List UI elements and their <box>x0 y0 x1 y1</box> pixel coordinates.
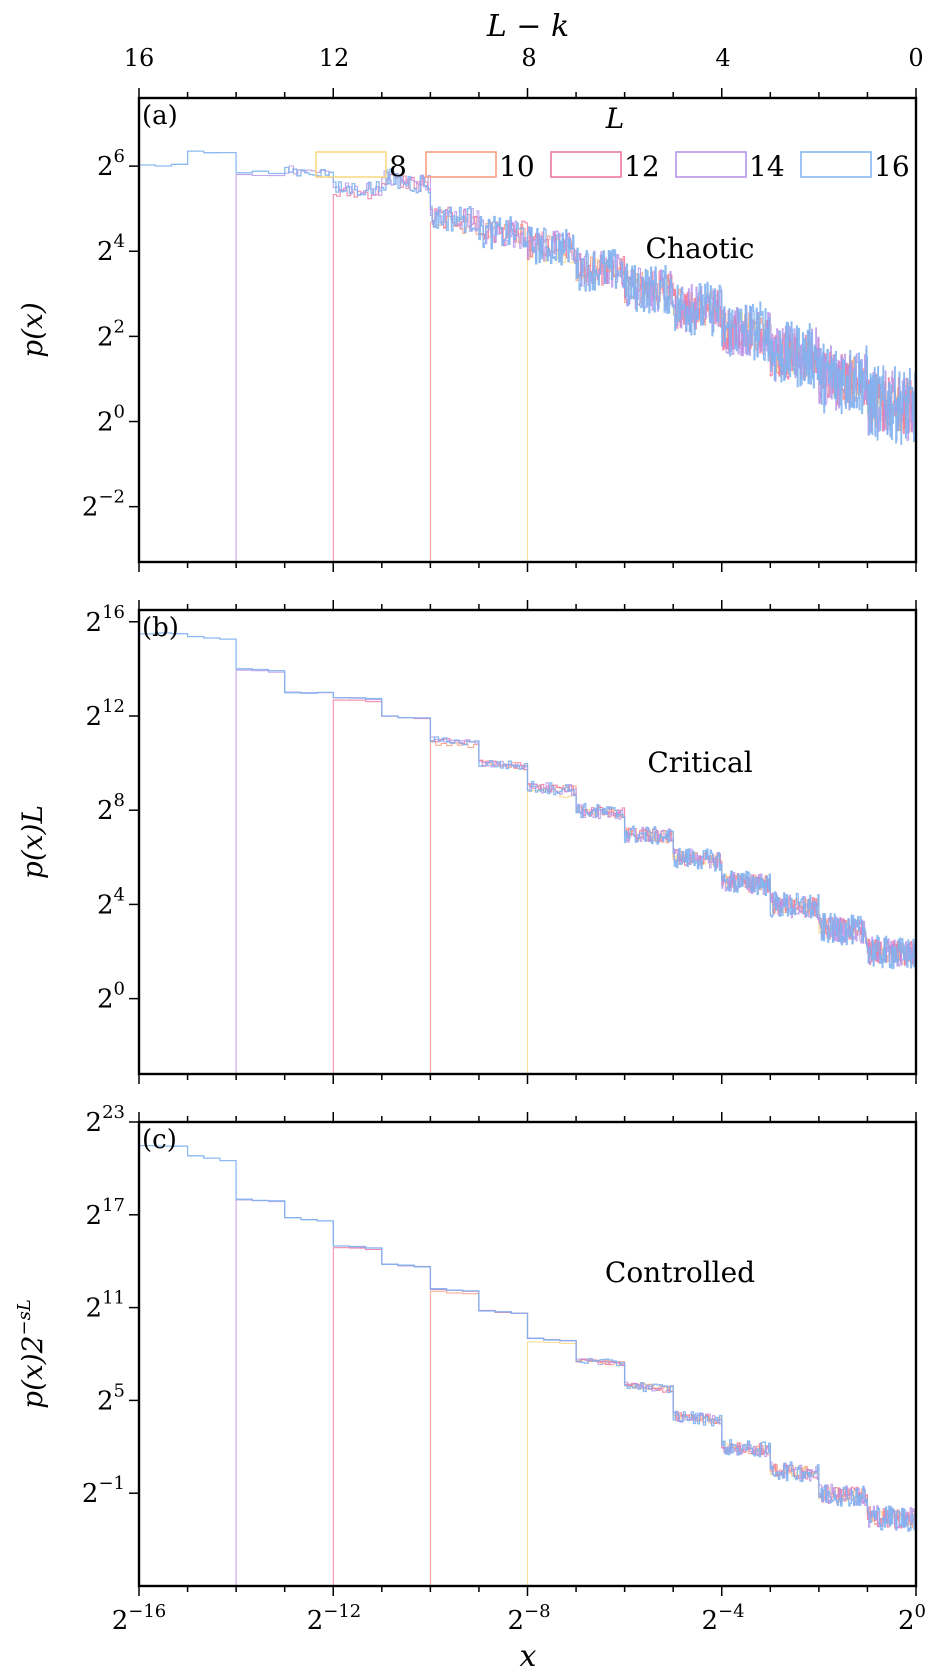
bottom-axis-label: x <box>520 1639 537 1672</box>
series-line-l-10 <box>429 1290 916 1586</box>
series-line-l-14 <box>235 165 916 562</box>
y-tick-label: 212 <box>86 696 125 732</box>
bottom-axis-tick-labels: 2−16 2−12 2−8 2−4 20 <box>112 1601 926 1636</box>
legend: L 8 10 12 14 16 <box>315 102 910 183</box>
y-tick-label: 20 <box>97 402 125 438</box>
y-axis-label: p(x)L <box>16 805 49 879</box>
series-line-l-14 <box>235 1199 916 1586</box>
top-axis-label: L − k <box>486 9 569 44</box>
panels: 26 24 22 20 2−2 (a) Chaotic p(x) 216 212 28 24 20 (b)… <box>14 88 918 1596</box>
bottom-tick-label: 2−16 <box>112 1601 167 1636</box>
plot-area <box>139 1144 916 1586</box>
panel-label: (a) <box>142 101 178 131</box>
bottom-tick-label: 2−12 <box>307 1601 362 1636</box>
y-tick-label: 28 <box>97 790 125 826</box>
top-tick-label: 12 <box>319 44 350 72</box>
legend-entry-12: 12 <box>624 150 660 183</box>
y-axis-label: p(x) <box>16 302 49 358</box>
y-axis-label: p(x)2−sL <box>14 1299 49 1409</box>
legend-swatch-12 <box>550 151 622 178</box>
legend-entry-16: 16 <box>874 150 910 183</box>
series-line-l-16 <box>139 150 916 562</box>
top-tick-label: 0 <box>908 44 923 72</box>
bottom-tick-label: 2−4 <box>701 1601 744 1636</box>
panel-c: 223 217 211 25 2−1 (c) Controlled p(x)2−sL <box>14 1102 918 1596</box>
series-line-l-12 <box>332 699 916 1074</box>
y-tick-label: 26 <box>97 146 125 182</box>
y-tick-label: 211 <box>86 1288 125 1324</box>
bottom-tick-label: 20 <box>898 1601 926 1636</box>
y-tick-label: 25 <box>97 1380 125 1416</box>
series-line-l-8 <box>526 1341 916 1586</box>
y-tick-label: 24 <box>97 884 125 920</box>
plot-area <box>139 150 916 562</box>
y-tick-label: 22 <box>97 316 125 352</box>
legend-swatch-8 <box>315 151 387 178</box>
panel-annotation: Critical <box>647 746 752 779</box>
legend-entry-10: 10 <box>499 150 535 183</box>
panel-label: (c) <box>142 1125 177 1155</box>
y-tick-label: 223 <box>86 1102 125 1138</box>
y-tick-label: 217 <box>86 1195 125 1231</box>
top-tick-label: 16 <box>124 44 155 72</box>
legend-swatch-16 <box>800 151 872 178</box>
y-tick-label: 2−1 <box>82 1473 125 1509</box>
panel-label: (b) <box>142 613 179 643</box>
plot-area <box>139 632 916 1074</box>
series-line-l-10 <box>429 215 916 562</box>
y-tick-label: 2−2 <box>82 487 125 523</box>
legend-entry-14: 14 <box>749 150 785 183</box>
legend-title: L <box>605 102 625 135</box>
series-line-l-16 <box>139 632 916 1074</box>
y-tick-label: 20 <box>97 979 125 1015</box>
panel-annotation: Controlled <box>605 1256 755 1289</box>
top-axis-tick-labels: 16 12 8 4 0 <box>124 44 924 72</box>
y-tick-label: 24 <box>97 231 125 267</box>
legend-entry-8: 8 <box>389 150 407 183</box>
series-line-l-16 <box>139 1144 916 1586</box>
legend-swatch-14 <box>675 151 747 178</box>
panel-annotation: Chaotic <box>646 232 755 265</box>
panel-a: 26 24 22 20 2−2 (a) Chaotic p(x) <box>16 88 918 572</box>
panel-b: 216 212 28 24 20 (b) Critical p(x)L <box>16 600 918 1084</box>
top-tick-label: 8 <box>521 44 536 72</box>
top-tick-label: 4 <box>715 44 730 72</box>
legend-swatch-10 <box>425 151 497 178</box>
y-tick-label: 216 <box>86 602 125 638</box>
series-line-l-10 <box>429 741 916 1074</box>
series-line-l-14 <box>235 669 916 1074</box>
bottom-tick-label: 2−8 <box>507 1601 550 1636</box>
series-line-l-12 <box>332 1247 916 1586</box>
